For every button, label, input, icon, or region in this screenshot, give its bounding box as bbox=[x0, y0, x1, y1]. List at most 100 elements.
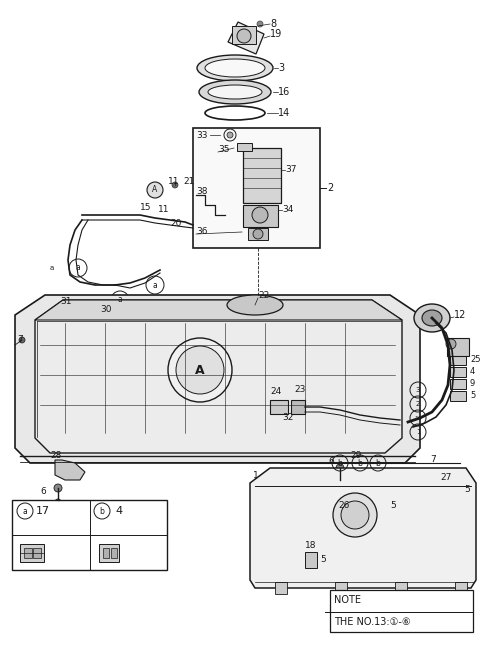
Bar bbox=[111, 548, 117, 558]
Text: 35: 35 bbox=[218, 146, 229, 155]
Ellipse shape bbox=[414, 304, 450, 332]
Text: a: a bbox=[76, 264, 80, 272]
Text: 16: 16 bbox=[278, 87, 290, 97]
Bar bbox=[12, 500, 167, 570]
Bar bbox=[450, 367, 466, 377]
Text: 11: 11 bbox=[168, 178, 180, 186]
Circle shape bbox=[257, 21, 263, 27]
Text: a: a bbox=[153, 281, 157, 289]
Text: 31: 31 bbox=[60, 298, 72, 306]
Text: 23: 23 bbox=[294, 386, 305, 394]
Circle shape bbox=[336, 464, 344, 472]
Text: 1: 1 bbox=[416, 429, 420, 435]
Ellipse shape bbox=[208, 85, 262, 99]
Text: 26: 26 bbox=[338, 501, 349, 510]
Text: A: A bbox=[195, 363, 205, 377]
Circle shape bbox=[253, 229, 263, 239]
Circle shape bbox=[333, 493, 377, 537]
Circle shape bbox=[227, 132, 233, 138]
Circle shape bbox=[176, 346, 224, 394]
Circle shape bbox=[55, 499, 61, 505]
Circle shape bbox=[54, 484, 62, 492]
Text: 32: 32 bbox=[282, 413, 293, 422]
Bar bbox=[335, 582, 347, 594]
Ellipse shape bbox=[197, 55, 273, 81]
Text: 2: 2 bbox=[327, 183, 333, 193]
Text: 7: 7 bbox=[430, 455, 436, 464]
Text: 2: 2 bbox=[416, 401, 420, 407]
Bar bbox=[99, 544, 119, 562]
Text: 3: 3 bbox=[278, 63, 284, 73]
Text: 3: 3 bbox=[416, 387, 420, 393]
Text: 22: 22 bbox=[258, 291, 269, 300]
Bar bbox=[275, 582, 287, 594]
Text: 29: 29 bbox=[350, 451, 361, 461]
Circle shape bbox=[237, 29, 251, 43]
Bar bbox=[103, 548, 109, 558]
Ellipse shape bbox=[199, 80, 271, 104]
Polygon shape bbox=[35, 300, 402, 453]
Circle shape bbox=[341, 501, 369, 529]
Polygon shape bbox=[228, 22, 264, 54]
Bar bbox=[305, 552, 317, 568]
Text: b: b bbox=[358, 459, 362, 468]
Text: 8: 8 bbox=[270, 19, 276, 29]
Text: 6: 6 bbox=[328, 457, 334, 466]
Ellipse shape bbox=[205, 59, 265, 77]
Text: 20: 20 bbox=[170, 220, 181, 228]
Polygon shape bbox=[35, 300, 402, 320]
Bar bbox=[447, 338, 469, 356]
Text: 15: 15 bbox=[140, 203, 152, 213]
Text: 30: 30 bbox=[100, 306, 111, 314]
Text: b: b bbox=[337, 459, 342, 468]
Text: 36: 36 bbox=[196, 228, 207, 237]
Text: 7: 7 bbox=[17, 335, 23, 344]
Text: A: A bbox=[152, 186, 157, 194]
Text: 6: 6 bbox=[40, 487, 46, 497]
Bar bbox=[455, 582, 467, 594]
Text: 1: 1 bbox=[253, 470, 259, 480]
Bar bbox=[395, 582, 407, 594]
Circle shape bbox=[446, 339, 456, 349]
Bar bbox=[243, 205, 278, 227]
Bar bbox=[248, 228, 268, 240]
Text: 5: 5 bbox=[390, 501, 396, 510]
Bar bbox=[291, 400, 305, 414]
Circle shape bbox=[168, 338, 232, 402]
Text: b: b bbox=[99, 506, 105, 516]
Text: a: a bbox=[118, 295, 122, 304]
Bar bbox=[243, 148, 281, 203]
Bar bbox=[237, 143, 252, 151]
Bar bbox=[20, 544, 44, 562]
Text: 19: 19 bbox=[270, 29, 282, 39]
Text: NOTE: NOTE bbox=[334, 595, 361, 605]
Bar bbox=[450, 391, 466, 401]
Text: a: a bbox=[23, 506, 27, 516]
Circle shape bbox=[172, 182, 178, 188]
Text: 25: 25 bbox=[470, 356, 480, 365]
Text: 5: 5 bbox=[464, 485, 470, 495]
Text: 28: 28 bbox=[50, 451, 61, 459]
Bar bbox=[33, 548, 41, 558]
Bar bbox=[450, 379, 466, 389]
Text: 4: 4 bbox=[115, 506, 122, 516]
Ellipse shape bbox=[227, 295, 283, 315]
Text: 12: 12 bbox=[454, 310, 467, 320]
Text: 14: 14 bbox=[278, 108, 290, 118]
Text: THE NO.13:①-⑥: THE NO.13:①-⑥ bbox=[334, 617, 410, 627]
Text: 37: 37 bbox=[285, 165, 297, 174]
Polygon shape bbox=[250, 468, 476, 588]
Text: 27: 27 bbox=[440, 474, 451, 483]
Text: 17: 17 bbox=[36, 506, 50, 516]
Bar bbox=[270, 400, 288, 414]
Polygon shape bbox=[15, 295, 420, 463]
Bar bbox=[232, 26, 256, 44]
Text: a: a bbox=[50, 265, 54, 271]
Bar bbox=[450, 355, 466, 365]
Text: 9: 9 bbox=[470, 380, 475, 388]
Bar bbox=[193, 128, 320, 248]
Text: 38: 38 bbox=[196, 188, 207, 197]
Text: b: b bbox=[375, 459, 381, 468]
Circle shape bbox=[147, 182, 163, 198]
Text: 18: 18 bbox=[305, 541, 316, 550]
